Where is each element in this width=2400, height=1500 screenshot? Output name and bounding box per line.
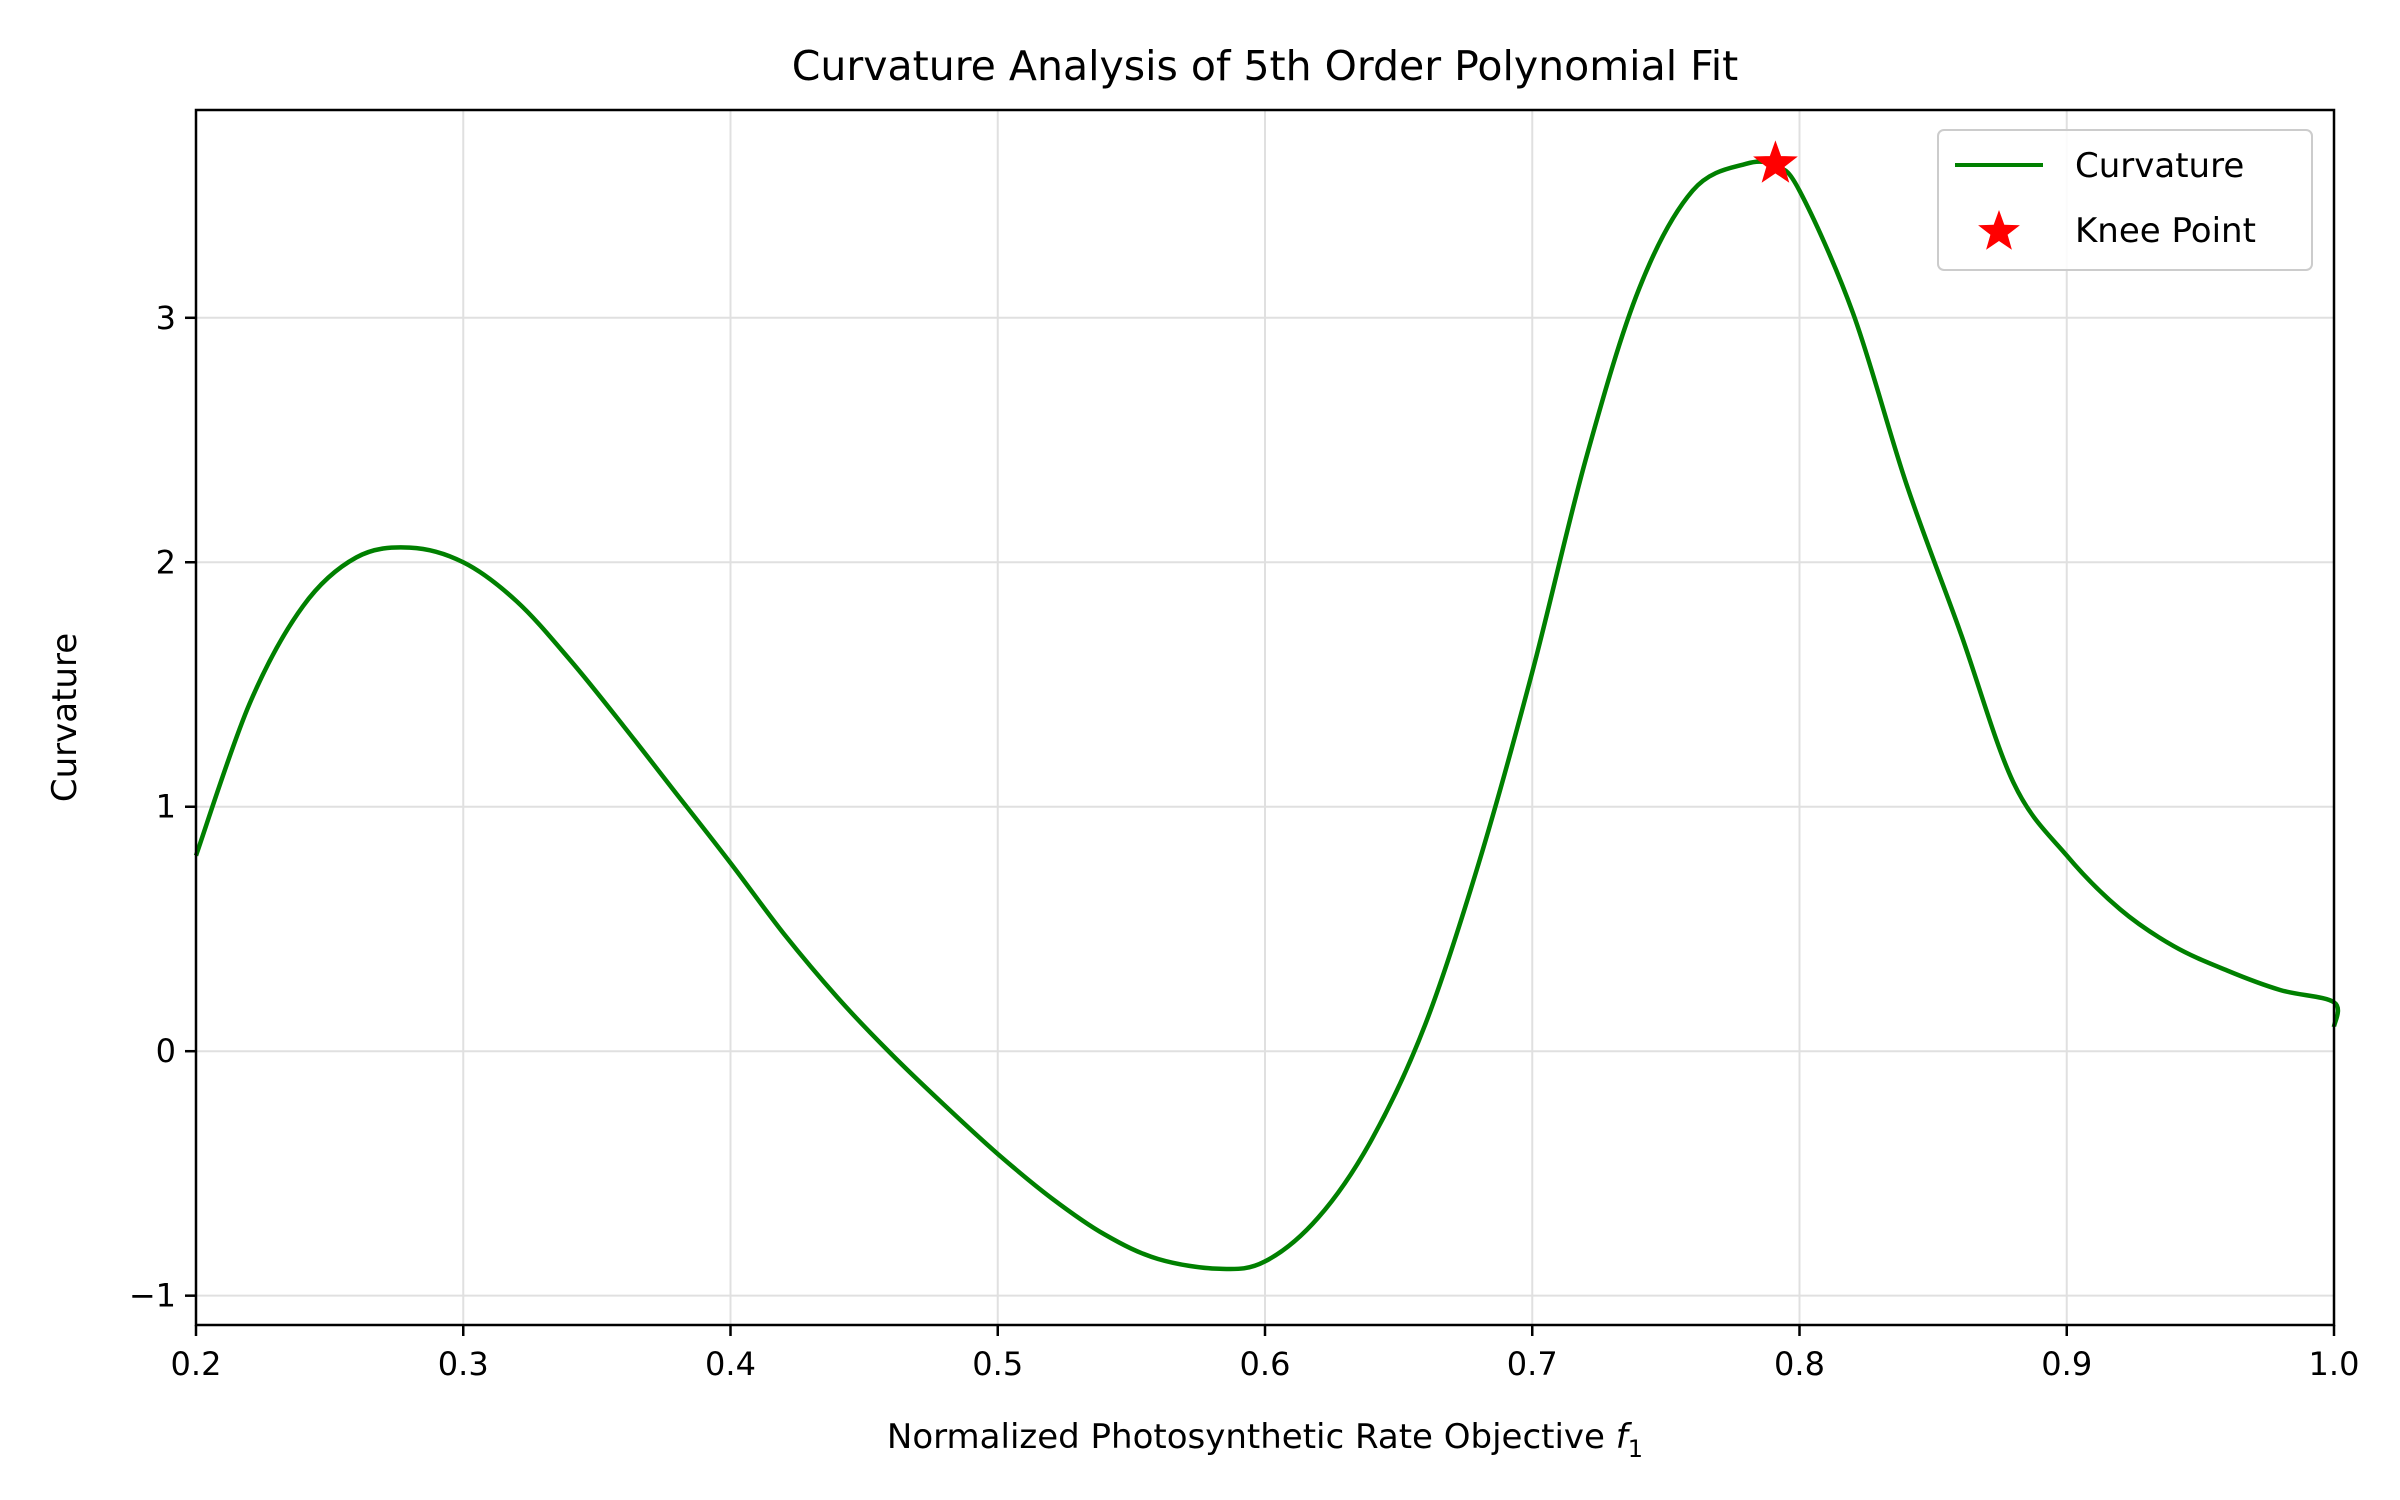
knee-point-marker: [1753, 140, 1798, 183]
x-tick-label: 0.3: [438, 1345, 489, 1383]
y-tick-label: 1: [156, 788, 176, 826]
y-tick-label: 2: [156, 543, 176, 581]
chart-title: Curvature Analysis of 5th Order Polynomi…: [792, 42, 1738, 90]
y-tick-label: 3: [156, 299, 176, 337]
plot-series: [193, 140, 2341, 1272]
legend-star-icon: [1978, 210, 2020, 250]
x-tick-label: 1.0: [2309, 1345, 2360, 1383]
x-axis-label-sub: 1: [1628, 1435, 1643, 1463]
x-tick-label: 0.4: [705, 1345, 756, 1383]
x-tick-label: 0.9: [2041, 1345, 2092, 1383]
x-tick-label: 0.2: [171, 1345, 222, 1383]
x-tick-label: 0.8: [1774, 1345, 1825, 1383]
legend-label-knee-point: Knee Point: [2075, 211, 2256, 251]
y-tick-label: −1: [129, 1277, 176, 1315]
legend: Curvature Knee Point: [1937, 129, 2313, 271]
x-tick-label: 0.6: [1240, 1345, 1291, 1383]
x-tick-label: 0.5: [972, 1345, 1023, 1383]
x-axis-label-text: Normalized Photosynthetic Rate Objective: [887, 1417, 1605, 1457]
x-tick-label: 0.7: [1507, 1345, 1558, 1383]
y-tick-label: 0: [156, 1032, 176, 1070]
legend-label-curvature: Curvature: [2075, 146, 2244, 186]
curvature-line: [193, 159, 2341, 1272]
y-axis-label: Curvature: [45, 633, 85, 802]
x-axis-label: Normalized Photosynthetic Rate Objective…: [887, 1417, 1643, 1463]
axis-ticks: 0.2 0.3 0.4 0.5 0.6 0.7 0.8 0.9 1.0 −1 0 1 2 3: [129, 299, 2360, 1383]
